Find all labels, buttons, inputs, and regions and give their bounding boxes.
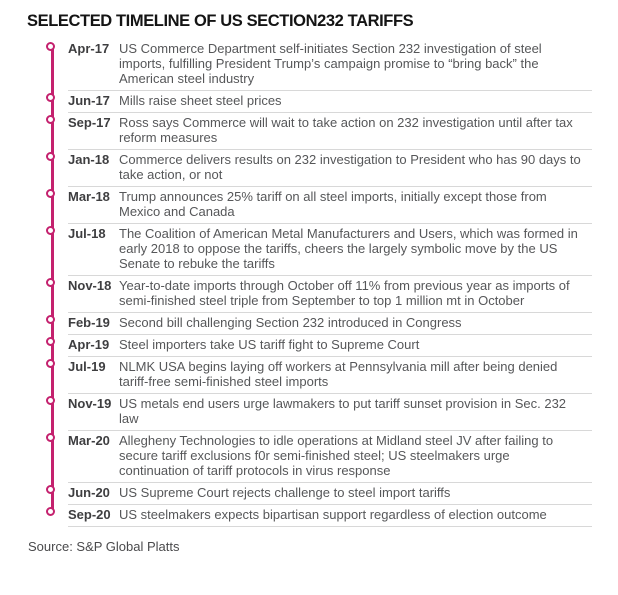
timeline-infographic: SELECTED TIMELINE OF US SECTION232 TARIF… (27, 12, 592, 554)
timeline-marker (40, 149, 68, 186)
timeline-connector-line (51, 49, 54, 90)
entry-date: Sep-20 (68, 507, 111, 522)
timeline-marker (40, 186, 68, 223)
timeline-entry: Apr-17 US Commerce Department self-initi… (40, 39, 592, 90)
entry-description: Allegheny Technologies to idle operation… (119, 433, 554, 478)
entry-date: Feb-19 (68, 315, 110, 330)
timeline-marker (40, 275, 68, 312)
timeline-connector-line (51, 112, 54, 149)
timeline-marker (40, 312, 68, 334)
entry-description: Trump announces 25% tariff on all steel … (119, 189, 547, 219)
timeline-connector-line (51, 356, 54, 393)
timeline-entry: Apr-19 Steel importers take US tariff fi… (40, 334, 592, 356)
timeline-node-circle-icon (45, 92, 55, 102)
timeline-connector-line (51, 275, 54, 312)
timeline-entry: Sep-20 US steelmakers expects bipartisan… (40, 504, 592, 527)
timeline-entry: Jul-19 NLMK USA begins laying off worker… (40, 356, 592, 393)
timeline-entry: Jun-20 US Supreme Court rejects challeng… (40, 482, 592, 504)
timeline-node-circle-icon (45, 114, 55, 124)
timeline-entry: Nov-19 US metals end users urge lawmaker… (40, 393, 592, 430)
timeline-node-circle-icon (45, 432, 55, 442)
entry-description: Ross says Commerce will wait to take act… (119, 115, 573, 145)
entry-description: The Coalition of American Metal Manufact… (119, 226, 578, 271)
entry-description: Year-to-date imports through October off… (119, 278, 570, 308)
timeline-entry: Nov-18 Year-to-date imports through Octo… (40, 275, 592, 312)
timeline-connector-line (51, 430, 54, 482)
entry-description: US Commerce Department self-initiates Se… (119, 41, 542, 86)
timeline-entry: Mar-20 Allegheny Technologies to idle op… (40, 430, 592, 482)
entry-description: Commerce delivers results on 232 investi… (119, 152, 581, 182)
timeline-connector-line (51, 149, 54, 186)
timeline-connector-line (51, 186, 54, 223)
timeline-node-circle-icon (45, 151, 55, 161)
timeline-entry: Jul-18 The Coalition of American Metal M… (40, 223, 592, 275)
entry-description: Steel importers take US tariff fight to … (119, 337, 420, 352)
timeline-node-circle-icon (45, 506, 55, 516)
timeline-node-circle-icon (45, 188, 55, 198)
timeline-marker (40, 334, 68, 356)
entry-date: Jun-17 (68, 93, 110, 108)
timeline-marker (40, 90, 68, 112)
entry-description: US steelmakers expects bipartisan suppor… (119, 507, 547, 522)
page-title: SELECTED TIMELINE OF US SECTION232 TARIF… (27, 12, 414, 30)
entry-date: Jun-20 (68, 485, 110, 500)
timeline-entry: Jan-18 Commerce delivers results on 232 … (40, 149, 592, 186)
timeline-node-circle-icon (45, 336, 55, 346)
timeline-entry: Feb-19 Second bill challenging Section 2… (40, 312, 592, 334)
timeline-marker (40, 504, 68, 527)
entry-date: Apr-17 (68, 41, 110, 56)
entry-date: Nov-18 (68, 278, 112, 293)
timeline-marker (40, 356, 68, 393)
entry-date: Mar-20 (68, 433, 110, 448)
entry-date: Apr-19 (68, 337, 110, 352)
timeline-node-circle-icon (45, 314, 55, 324)
timeline-entry: Jun-17 Mills raise sheet steel prices (40, 90, 592, 112)
entry-description: Mills raise sheet steel prices (119, 93, 282, 108)
timeline-node-circle-icon (45, 395, 55, 405)
timeline-marker (40, 393, 68, 430)
timeline-node-circle-icon (45, 484, 55, 494)
entry-date: Jul-19 (68, 359, 106, 374)
entry-date: Nov-19 (68, 396, 112, 411)
timeline: Apr-17 US Commerce Department self-initi… (40, 39, 592, 527)
timeline-connector-line (51, 223, 54, 275)
entry-date: Jan-18 (68, 152, 110, 167)
source-attribution: Source: S&P Global Platts (28, 539, 180, 554)
timeline-marker (40, 430, 68, 482)
entry-description: US Supreme Court rejects challenge to st… (119, 485, 451, 500)
timeline-marker (40, 223, 68, 275)
timeline-node-circle-icon (45, 225, 55, 235)
timeline-node-circle-icon (45, 358, 55, 368)
timeline-node-circle-icon (45, 277, 55, 287)
timeline-entry: Mar-18 Trump announces 25% tariff on all… (40, 186, 592, 223)
entry-description: NLMK USA begins laying off workers at Pe… (119, 359, 558, 389)
timeline-marker (40, 482, 68, 504)
entry-date: Jul-18 (68, 226, 106, 241)
timeline-marker (40, 39, 68, 90)
entry-description: Second bill challenging Section 232 intr… (119, 315, 462, 330)
entry-date: Sep-17 (68, 115, 111, 130)
timeline-node-circle-icon (45, 41, 55, 51)
timeline-entry: Sep-17 Ross says Commerce will wait to t… (40, 112, 592, 149)
entry-date: Mar-18 (68, 189, 110, 204)
timeline-marker (40, 112, 68, 149)
entry-description: US metals end users urge lawmakers to pu… (119, 396, 567, 426)
timeline-connector-line (51, 393, 54, 430)
